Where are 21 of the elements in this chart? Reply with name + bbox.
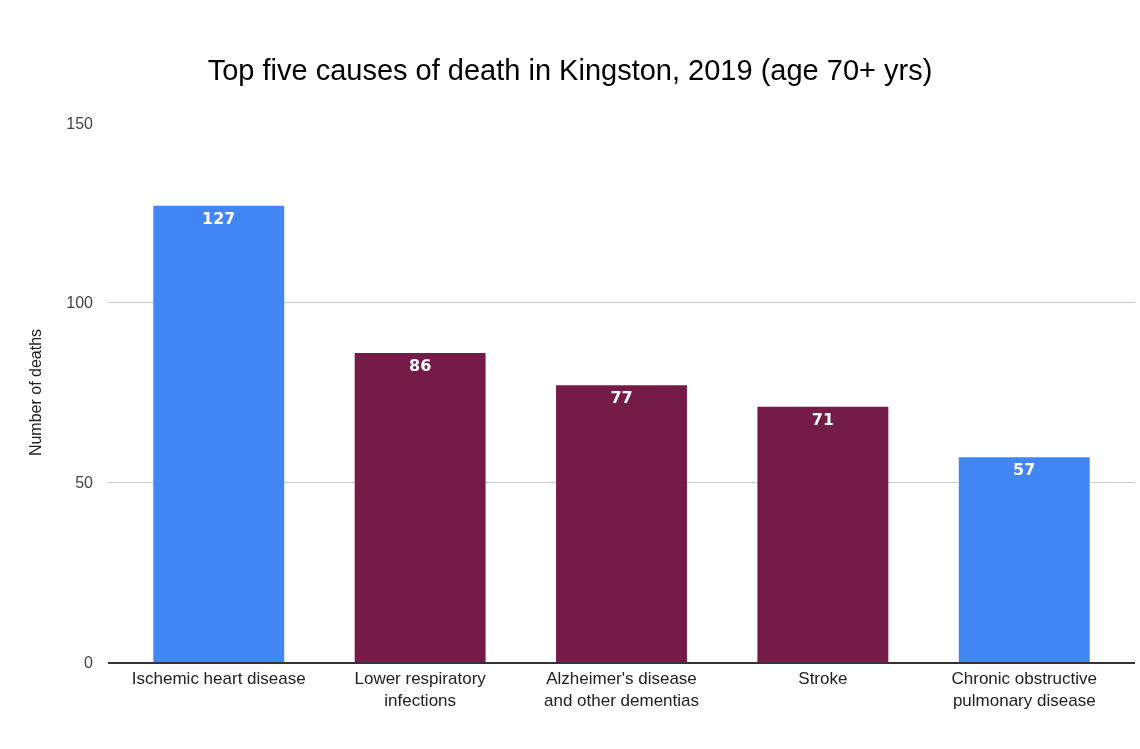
bar	[757, 406, 889, 662]
x-tick-label: Chronic obstructive pulmonary disease	[951, 669, 1098, 711]
y-tick-label: 50	[75, 473, 94, 491]
x-tick-label: Lower respiratory infections	[354, 669, 487, 711]
data-label: 127	[202, 208, 236, 228]
data-label: 77	[610, 388, 633, 408]
x-tick-label: Alzheimer's disease and other dementias	[544, 669, 699, 711]
data-label: 86	[408, 355, 432, 375]
x-tick-label: Ischemic heart disease	[131, 669, 306, 689]
bar	[153, 205, 285, 662]
y-tick-label: 150	[66, 114, 94, 132]
y-tick-label: 100	[66, 294, 94, 312]
y-tick-label: 0	[84, 653, 94, 671]
data-label: 57	[1013, 460, 1036, 480]
y-axis-title: Number of deaths	[27, 328, 45, 457]
bar	[354, 352, 486, 662]
chart-title: Top five causes of death in Kingston, 2019 (age 70+ yrs)	[207, 53, 933, 86]
x-tick-label: Stroke	[798, 669, 848, 689]
data-label: 71	[811, 409, 835, 429]
bar	[556, 385, 687, 662]
bar	[958, 457, 1090, 662]
